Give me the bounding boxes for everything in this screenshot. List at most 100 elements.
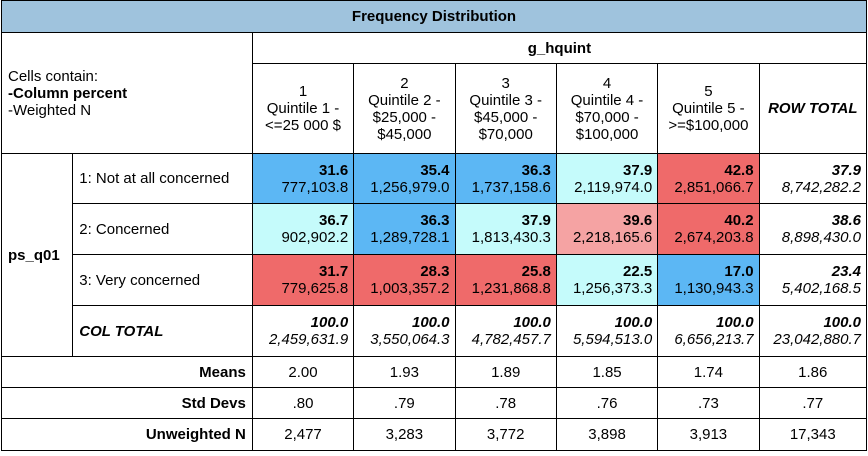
column-total-cell: 100.0 5,594,513.0 bbox=[555, 305, 659, 357]
column-total-percent: 100.0 bbox=[411, 314, 450, 331]
column-percent: 36.3 bbox=[420, 212, 450, 229]
row-total-weighted-n: 8,742,282.2 bbox=[781, 178, 861, 196]
column-percent: 35.4 bbox=[420, 161, 450, 179]
column-total-weighted-n: 3,550,064.3 bbox=[370, 331, 450, 348]
stat-value: 17,343 bbox=[758, 418, 868, 451]
column-total-cell: 100.0 6,656,213.7 bbox=[657, 305, 760, 357]
data-cell: 31.7 779,625.8 bbox=[251, 254, 355, 306]
column-header-1: 1 Quintile 1 - <=25 000 $ bbox=[251, 63, 355, 154]
data-cell: 36.7 902,902.2 bbox=[251, 203, 355, 255]
column-label: Quintile 1 - <=25 000 $ bbox=[265, 100, 341, 134]
column-percent: 31.7 bbox=[318, 263, 349, 280]
weighted-n: 1,813,430.3 bbox=[471, 229, 551, 246]
weighted-n: 2,851,066.7 bbox=[674, 178, 754, 196]
column-percent: 36.7 bbox=[318, 212, 349, 229]
column-label: Quintile 4 - $70,000 - $100,000 bbox=[570, 91, 644, 143]
column-number: 3 bbox=[501, 74, 510, 92]
column-header-row: 1 Quintile 1 - <=25 000 $ 2 Quintile 2 -… bbox=[2, 63, 868, 154]
column-total-percent: 100.0 bbox=[513, 314, 551, 331]
column-number: 1 bbox=[298, 83, 308, 100]
cell-legend: Cells contain: -Column percent -Weighted… bbox=[1, 32, 253, 154]
stat-value: 3,898 bbox=[555, 418, 659, 451]
stat-value: 1.74 bbox=[657, 356, 760, 388]
legend-line-2: -Column percent bbox=[8, 84, 128, 102]
column-label: Quintile 5 - >=$100,000 bbox=[668, 100, 749, 134]
column-total-percent: 100.0 bbox=[614, 314, 653, 331]
column-total-weighted-n: 5,594,513.0 bbox=[572, 331, 653, 348]
data-cell: 36.3 1,289,728.1 bbox=[353, 203, 456, 255]
grand-total-percent: 100.0 bbox=[823, 314, 861, 331]
data-cell: 36.3 1,737,158.6 bbox=[454, 153, 557, 204]
means-row: Means 2.00 1.93 1.89 1.85 1.74 1.86 bbox=[1, 356, 868, 388]
row-label: 3: Very concerned bbox=[72, 254, 253, 306]
grand-total-cell: 100.0 23,042,880.7 bbox=[758, 305, 868, 357]
column-percent: 22.5 bbox=[623, 263, 653, 280]
column-label: Quintile 2 - $25,000 - $45,000 bbox=[368, 91, 441, 143]
column-number: 2 bbox=[400, 74, 409, 92]
column-percent: 39.6 bbox=[623, 212, 653, 229]
data-cell: 17.0 1,130,943.3 bbox=[657, 254, 760, 306]
stat-value: 3,772 bbox=[454, 418, 557, 451]
column-number: 4 bbox=[602, 74, 612, 92]
weighted-n: 2,119,974.0 bbox=[574, 178, 653, 196]
weighted-n: 1,256,979.0 bbox=[370, 178, 450, 196]
stat-label: Means bbox=[1, 356, 253, 388]
stat-value: 3,913 bbox=[657, 418, 760, 451]
row-total-cell: 37.9 8,742,282.2 bbox=[758, 153, 868, 204]
stat-value: .73 bbox=[657, 387, 760, 419]
stat-value: 1.89 bbox=[454, 356, 557, 388]
std-devs-row: Std Devs .80 .79 .78 .76 .73 .77 bbox=[1, 387, 868, 419]
data-cell: 31.6 777,103.8 bbox=[251, 153, 355, 204]
stat-value: 1.86 bbox=[758, 356, 868, 388]
column-total-cell: 100.0 4,782,457.7 bbox=[454, 305, 557, 357]
data-cell: 22.5 1,256,373.3 bbox=[555, 254, 659, 306]
table-row: 2: Concerned 36.7 902,902.2 36.3 1,289,728… bbox=[2, 203, 868, 255]
data-cell: 35.4 1,256,979.0 bbox=[353, 153, 456, 204]
weighted-n: 1,231,868.8 bbox=[471, 280, 551, 297]
legend-line-3: -Weighted N bbox=[8, 101, 92, 119]
stat-label: Unweighted N bbox=[1, 418, 253, 451]
weighted-n: 902,902.2 bbox=[281, 229, 349, 246]
data-cell: 37.9 2,119,974.0 bbox=[555, 153, 659, 204]
weighted-n: 2,674,203.8 bbox=[674, 229, 754, 246]
table-row: 3: Very concerned 31.7 779,625.8 28.3 1,00… bbox=[2, 254, 868, 306]
weighted-n: 779,625.8 bbox=[281, 280, 349, 297]
row-total-weighted-n: 8,898,430.0 bbox=[781, 229, 861, 246]
data-cell: 42.8 2,851,066.7 bbox=[657, 153, 760, 204]
weighted-n: 777,103.8 bbox=[281, 178, 349, 196]
stat-label: Std Devs bbox=[1, 387, 253, 419]
data-cell: 28.3 1,003,357.2 bbox=[353, 254, 456, 306]
stat-value: .79 bbox=[353, 387, 456, 419]
column-label: Quintile 3 - $45,000 - $70,000 bbox=[469, 91, 542, 143]
stat-value: .77 bbox=[758, 387, 868, 419]
column-percent: 37.9 bbox=[623, 161, 653, 179]
row-label: 2: Concerned bbox=[72, 203, 253, 255]
column-total-weighted-n: 6,656,213.7 bbox=[674, 331, 754, 348]
data-cell: 25.8 1,231,868.8 bbox=[454, 254, 557, 306]
grand-total-weighted-n: 23,042,880.7 bbox=[773, 331, 861, 348]
row-total-cell: 23.4 5,402,168.5 bbox=[758, 254, 868, 306]
stat-value: .76 bbox=[555, 387, 659, 419]
weighted-n: 1,130,943.3 bbox=[674, 280, 754, 297]
row-total-header: ROW TOTAL bbox=[758, 63, 868, 154]
row-variable-name: ps_q01 bbox=[0, 153, 74, 357]
row-total-percent: 23.4 bbox=[831, 263, 861, 280]
stat-value: .80 bbox=[251, 387, 355, 419]
column-percent: 17.0 bbox=[724, 263, 754, 280]
stat-value: 2.00 bbox=[251, 356, 355, 388]
column-total-weighted-n: 2,459,631.9 bbox=[268, 331, 349, 348]
weighted-n: 2,218,165.6 bbox=[572, 229, 653, 246]
column-percent: 28.3 bbox=[420, 263, 450, 280]
row-total-percent: 38.6 bbox=[831, 212, 861, 229]
row-total-weighted-n: 5,402,168.5 bbox=[781, 280, 861, 297]
row-label: 1: Not at all concerned bbox=[72, 153, 253, 204]
column-header-2: 2 Quintile 2 - $25,000 - $45,000 bbox=[353, 63, 456, 154]
data-cell: 40.2 2,674,203.8 bbox=[657, 203, 760, 255]
column-total-cell: 100.0 3,550,064.3 bbox=[353, 305, 456, 357]
weighted-n: 1,003,357.2 bbox=[370, 280, 450, 297]
column-total-cell: 100.0 2,459,631.9 bbox=[251, 305, 355, 357]
column-total-percent: 100.0 bbox=[310, 314, 349, 331]
column-header-5: 5 Quintile 5 - >=$100,000 bbox=[657, 63, 760, 154]
column-total-row: COL TOTAL 100.0 2,459,631.9 100.0 3,550,06… bbox=[2, 305, 868, 357]
